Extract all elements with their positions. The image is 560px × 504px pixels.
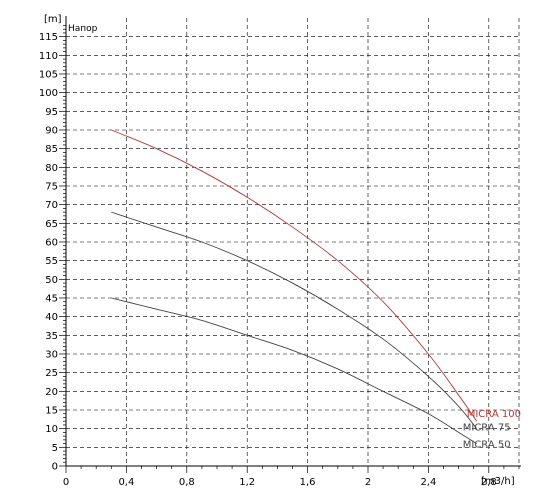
y-tick-label: 115 bbox=[39, 32, 58, 43]
x-tick-label: 1,2 bbox=[239, 477, 255, 488]
y-tick-label: 70 bbox=[45, 200, 58, 211]
y-tick-label: 25 bbox=[45, 368, 58, 379]
ticks: 0510152025303540455055606570758085909510… bbox=[39, 25, 520, 488]
y-tick-label: 60 bbox=[45, 238, 58, 249]
y-tick-label: 15 bbox=[45, 406, 58, 417]
grid bbox=[66, 18, 520, 466]
y-tick-label: 5 bbox=[52, 443, 58, 454]
chart-title: Напор bbox=[68, 24, 98, 34]
y-tick-label: 95 bbox=[45, 107, 58, 118]
x-tick-label: 2,8 bbox=[481, 477, 497, 488]
y-axis-label: [m] bbox=[44, 14, 62, 25]
y-tick-label: 110 bbox=[39, 51, 58, 62]
y-tick-label: 30 bbox=[45, 350, 58, 361]
y-tick-label: 20 bbox=[45, 387, 58, 398]
series-line-micra-75 bbox=[111, 211, 478, 429]
y-tick-label: 40 bbox=[45, 312, 58, 323]
x-tick-label: 1,6 bbox=[300, 477, 316, 488]
y-tick-label: 35 bbox=[45, 331, 58, 342]
x-tick-label: 0,8 bbox=[179, 477, 195, 488]
y-tick-label: 90 bbox=[45, 126, 58, 137]
y-tick-label: 55 bbox=[45, 256, 58, 267]
y-tick-label: 80 bbox=[45, 163, 58, 174]
series-label-micra-100: MICRA 100 bbox=[467, 409, 521, 420]
series-line-micra-100 bbox=[111, 129, 478, 422]
series-line-micra-50 bbox=[111, 297, 477, 444]
x-axis-label: [m3/h] bbox=[481, 476, 515, 487]
y-tick-label: 0 bbox=[52, 462, 58, 473]
x-tick-label: 2,4 bbox=[420, 477, 436, 488]
axes bbox=[65, 16, 521, 467]
series: MICRA 100 MICRA 75 MICRA 50 bbox=[111, 129, 521, 451]
y-tick-label: 75 bbox=[45, 182, 58, 193]
y-tick-label: 45 bbox=[45, 294, 58, 305]
series-label-micra-50: MICRA 50 bbox=[463, 440, 511, 451]
y-tick-label: 10 bbox=[45, 424, 58, 435]
y-tick-label: 105 bbox=[39, 70, 58, 81]
series-label-micra-75: MICRA 75 bbox=[463, 423, 511, 434]
y-tick-label: 85 bbox=[45, 144, 58, 155]
x-tick-label: 0 bbox=[63, 477, 69, 488]
x-tick-label: 0,4 bbox=[118, 477, 134, 488]
y-tick-label: 100 bbox=[39, 88, 58, 99]
y-tick-label: 50 bbox=[45, 275, 58, 286]
y-tick-label: 65 bbox=[45, 219, 58, 230]
x-tick-label: 2 bbox=[365, 477, 371, 488]
